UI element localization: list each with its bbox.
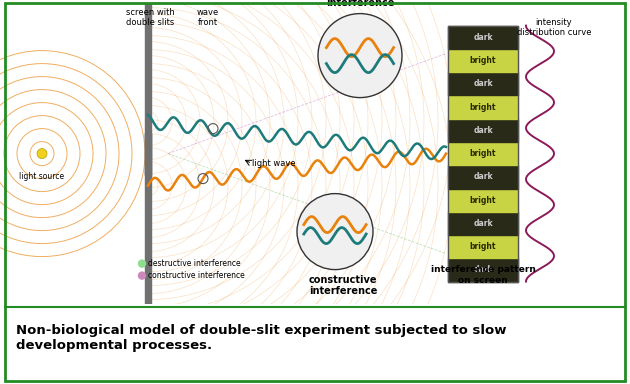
Bar xyxy=(448,26,518,281)
Text: light source: light source xyxy=(20,172,64,180)
Bar xyxy=(145,132,151,304)
Bar xyxy=(448,142,518,165)
Circle shape xyxy=(37,149,47,159)
Text: light wave: light wave xyxy=(252,159,295,168)
Bar xyxy=(448,49,518,72)
Bar xyxy=(448,189,518,212)
Text: bright: bright xyxy=(470,56,496,65)
Text: constructive interference: constructive interference xyxy=(148,271,244,280)
Text: Non-biological model of double-slit experiment subjected to slow
developmental p: Non-biological model of double-slit expe… xyxy=(16,324,507,352)
Bar xyxy=(448,165,518,189)
Text: dark: dark xyxy=(473,219,493,228)
Text: bright: bright xyxy=(470,103,496,112)
Text: constructive
interference: constructive interference xyxy=(309,275,377,296)
Text: dark: dark xyxy=(473,172,493,181)
Text: bright: bright xyxy=(470,195,496,205)
Bar xyxy=(448,119,518,142)
Bar xyxy=(448,72,518,95)
Text: dark: dark xyxy=(473,126,493,135)
Bar xyxy=(448,95,518,119)
Text: dark: dark xyxy=(473,33,493,42)
Text: bright: bright xyxy=(470,149,496,158)
Text: dark: dark xyxy=(473,265,493,275)
Text: interference pattern
on screen: interference pattern on screen xyxy=(430,265,536,285)
Circle shape xyxy=(139,260,146,267)
Bar xyxy=(448,212,518,235)
Bar xyxy=(448,258,518,281)
Bar xyxy=(448,235,518,258)
Text: destructive
interference: destructive interference xyxy=(326,0,394,8)
Text: intensity
distribution curve: intensity distribution curve xyxy=(517,18,591,37)
Bar xyxy=(448,26,518,49)
Circle shape xyxy=(318,13,402,98)
Circle shape xyxy=(139,272,146,279)
Text: wave
front: wave front xyxy=(197,8,219,27)
Circle shape xyxy=(297,194,373,270)
Text: bright: bright xyxy=(470,242,496,251)
Bar xyxy=(145,132,151,175)
Text: screen with
double slits: screen with double slits xyxy=(125,8,175,27)
Bar xyxy=(145,3,151,175)
Text: dark: dark xyxy=(473,79,493,88)
Text: destructive interference: destructive interference xyxy=(148,259,241,268)
